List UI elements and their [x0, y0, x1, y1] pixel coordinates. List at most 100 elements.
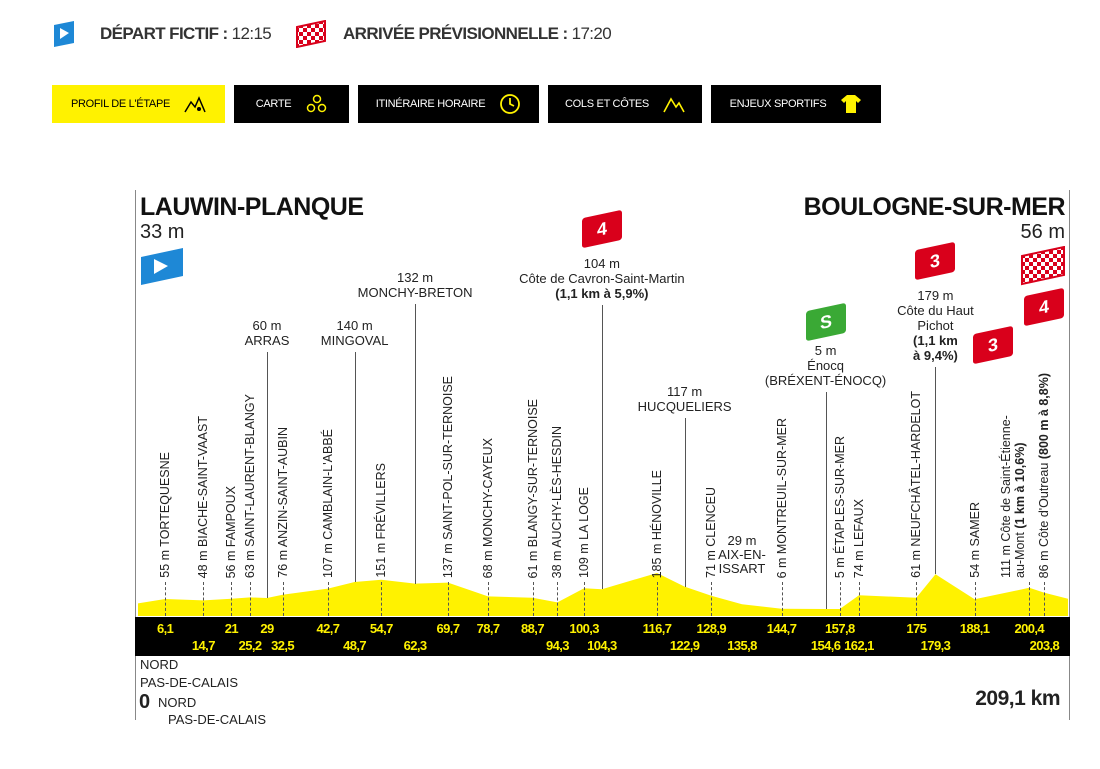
finish-altitude: 56 m [1020, 221, 1065, 243]
waypoint-line [532, 582, 534, 616]
finish-city: BOULOGNE-SUR-MER [803, 193, 1066, 221]
tab-label: PROFIL DE L'ÉTAPE [70, 98, 171, 110]
jersey-icon [841, 95, 862, 113]
waypoint-label: 76 m ANZIN-SAINT-AUBIN [276, 427, 290, 578]
waypoint-name: 61 m BLANGY-SUR-TERNOISE [525, 398, 540, 578]
km-bar [135, 617, 1070, 656]
km-mark: 188,1 [959, 621, 990, 636]
tab-cols[interactable]: COLS ET CÔTES [548, 85, 702, 123]
waypoint-label: 151 m FRÉVILLERS [374, 463, 388, 578]
tab-label: ITINÉRAIRE HORAIRE [375, 98, 486, 110]
waypoint-line [684, 418, 686, 587]
km-mark: 128,9 [696, 621, 727, 636]
tab-itineraire[interactable]: ITINÉRAIRE HORAIRE [358, 85, 539, 123]
waypoint-name2: (BRÉXENT-ÉNOCQ) [764, 373, 887, 388]
waypoint-label: 140 m MINGOVAL [321, 318, 389, 348]
waypoint-label: 86 m Côte d'Outreau (800 m à 8,8%) [1037, 373, 1051, 578]
waypoint-label: 68 m MONCHY-CAYEUX [481, 438, 495, 578]
waypoint-name: 74 m LEFAUX [851, 498, 866, 578]
waypoint-label: 38 m AUCHY-LÈS-HESDIN [550, 426, 564, 578]
tab-label: CARTE [255, 98, 292, 110]
waypoint-line [601, 305, 603, 590]
waypoint-line [858, 582, 860, 616]
km-mark: 94,3 [545, 638, 570, 653]
km-mark: 25,2 [238, 638, 263, 653]
waypoint-line [839, 582, 841, 616]
waypoint-line [415, 304, 417, 584]
km-mark: 104,3 [587, 638, 617, 653]
total-distance: 209,1 km [975, 687, 1060, 710]
waypoint-line [916, 582, 918, 616]
climb-detail: (1 km à 10,6%) [1013, 442, 1028, 529]
waypoint-name: 63 m SAINT-LAURENT-BLANGY [243, 393, 258, 578]
waypoint-name: 68 m MONCHY-CAYEUX [481, 437, 496, 578]
km-mark: 88,7 [521, 621, 545, 636]
km-mark: 116,7 [642, 621, 672, 636]
waypoint-line [488, 582, 490, 616]
waypoint-line [354, 352, 356, 582]
waypoint-label: 29 m AIX-EN-ISSART [714, 534, 770, 576]
km-mark: 179,3 [920, 638, 951, 653]
waypoint-label: 132 m MONCHY-BRETON [358, 270, 473, 300]
arrivee-info: ARRIVÉE PRÉVISIONNELLE : 17:20 [295, 20, 612, 48]
tab-carte[interactable]: CARTE [234, 85, 349, 123]
waypoint-name: 38 m AUCHY-LÈS-HESDIN [550, 425, 565, 578]
waypoint-label: 5 m ÉTAPLES-SUR-MER [833, 436, 847, 578]
waypoint-name: ARRAS [244, 333, 290, 348]
waypoint-alt: 104 m [583, 256, 620, 271]
waypoint-name: 6 m MONTREUIL-SUR-MER [774, 417, 789, 578]
waypoint-name: Côte du Haut [897, 303, 974, 318]
waypoint-line [781, 582, 783, 616]
waypoint-line [381, 582, 383, 616]
depart-time: 12:15 [231, 24, 272, 43]
km-mark: 48,7 [343, 638, 367, 653]
waypoint-label: 104 m Côte de Cavron-Saint-Martin (1,1 km … [519, 256, 684, 301]
km-mark: 162,1 [844, 638, 874, 653]
km-mark: 154,6 [810, 638, 841, 653]
elevation-area [138, 573, 1068, 616]
waypoint-label: 60 m ARRAS [245, 318, 290, 348]
start-km: 0 [139, 691, 151, 713]
waypoint-bold: (1,1 km [913, 333, 958, 348]
waypoint-label: 48 m BIACHE-SAINT-VAAST [196, 416, 210, 578]
waypoint-name: Côte de Cavron-Saint-Martin [519, 271, 685, 286]
km-mark: 6,1 [156, 621, 174, 636]
waypoint-name: 48 m BIACHE-SAINT-VAAST [196, 415, 211, 578]
waypoint-line [584, 582, 586, 616]
waypoint-name: 109 m LA LOGE [577, 486, 592, 578]
tab-enjeux[interactable]: ENJEUX SPORTIFS [711, 85, 881, 123]
waypoint-line [231, 582, 233, 616]
km-mark: 54,7 [369, 621, 394, 636]
waypoint-name: AIX-EN-ISSART [718, 547, 766, 576]
finish-flag-icon [1021, 246, 1065, 286]
waypoint-name: 55 m TORTEQUESNE [158, 452, 173, 578]
tab-profil[interactable]: PROFIL DE L'ÉTAPE [52, 85, 225, 123]
waypoint-name: 137 m SAINT-POL-SUR-TERNOISE [441, 375, 455, 578]
km-mark: 175 [906, 621, 927, 636]
waypoint-label: 111 m Côte de Saint-Étienne-au-Mont (1 k… [999, 398, 1027, 578]
waypoint-name: 5 m ÉTAPLES-SUR-MER [832, 435, 847, 578]
km-mark: 135,8 [727, 638, 757, 653]
waypoint-line [282, 582, 284, 616]
waypoint-line [657, 582, 659, 616]
waypoint-name: Énocq [807, 358, 845, 373]
depart-label: DÉPART FICTIF : [100, 24, 228, 43]
profile-icon [184, 96, 206, 113]
waypoint-line [935, 367, 937, 575]
clock-icon [500, 94, 521, 114]
region-label: NORD [158, 695, 197, 710]
waypoint-name: 107 m CAMBLAIN-L'ABBÉ [320, 429, 335, 578]
waypoint-name: 86 m Côte d'Outreau [1037, 462, 1052, 578]
start-flag-icon [141, 248, 183, 285]
waypoint-label: 185 m HÉNOVILLE [650, 470, 664, 578]
waypoint-line [1044, 582, 1046, 616]
start-altitude: 33 m [140, 221, 185, 243]
waypoint-label: 109 m LA LOGE [577, 487, 591, 578]
waypoint-alt: 117 m [667, 384, 703, 399]
start-flag-icon [54, 21, 74, 47]
waypoint-line [711, 582, 713, 616]
km-mark: 200,4 [1014, 621, 1045, 636]
waypoint-alt: 29 m [727, 533, 757, 548]
waypoint-line [266, 352, 268, 598]
km-mark: 32,5 [271, 638, 295, 653]
